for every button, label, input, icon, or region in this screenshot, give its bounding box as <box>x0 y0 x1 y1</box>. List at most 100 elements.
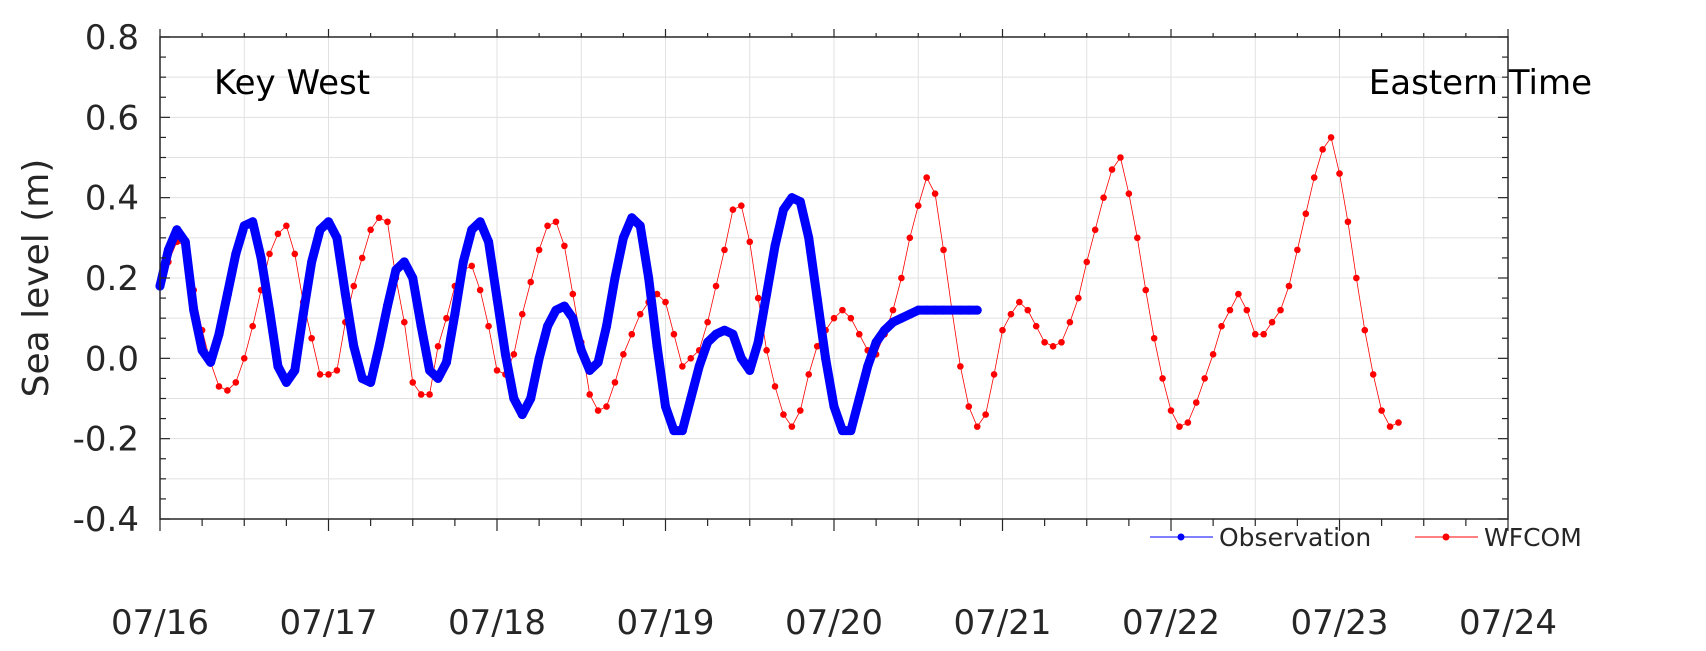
observation-point <box>433 373 443 383</box>
observation-point <box>947 305 957 315</box>
observation-point <box>854 394 864 403</box>
wfcom-point <box>443 314 450 322</box>
wfcom-point <box>510 351 518 358</box>
axes: 0.8 0.6 0.4 0.2 0.0 -0.2 -0.4 07/16 07/17 07/18 07… <box>73 18 1557 643</box>
wfcom-point <box>813 342 821 350</box>
wfcom-point <box>1032 322 1040 330</box>
observation-point <box>172 225 182 235</box>
wfcom-point <box>1058 338 1065 346</box>
wfcom-point <box>1108 166 1116 173</box>
observation-point <box>939 305 949 315</box>
wfcom-point <box>1336 170 1343 177</box>
wfcom-point <box>476 286 484 294</box>
observation-point <box>728 329 738 339</box>
wfcom-point <box>1378 407 1385 414</box>
observation-point <box>357 373 367 383</box>
x-tick-label: 07/24 <box>1459 603 1557 643</box>
observation-point <box>543 321 553 331</box>
observation-point <box>441 357 451 367</box>
observation-point <box>795 197 805 207</box>
wfcom-point <box>358 254 366 262</box>
observation-point <box>593 357 603 367</box>
wfcom-point <box>1016 298 1023 306</box>
wfcom-point <box>1075 294 1082 302</box>
observation-point <box>450 309 460 319</box>
observation-point <box>281 377 291 387</box>
wfcom-point <box>914 202 922 209</box>
wfcom-point <box>594 407 602 414</box>
observation-point <box>391 265 401 275</box>
wfcom-point <box>308 334 315 342</box>
wfcom-point <box>889 306 897 314</box>
y-tick-label: -0.4 <box>73 500 139 540</box>
wfcom-point <box>965 403 973 410</box>
observation-point <box>837 426 847 436</box>
wfcom-point <box>283 222 290 230</box>
observation-point <box>526 394 536 403</box>
observation-point <box>256 253 266 263</box>
wfcom-point <box>1294 246 1301 254</box>
wfcom-point <box>1066 318 1074 326</box>
observation-point <box>753 337 763 347</box>
wfcom-point <box>906 234 914 242</box>
observation-point <box>382 301 392 311</box>
wfcom-point <box>1277 306 1284 314</box>
observation-point <box>189 305 199 315</box>
wfcom-point <box>611 379 619 386</box>
wfcom-point <box>973 423 981 430</box>
observation-point <box>559 301 569 311</box>
observation-point <box>551 305 561 315</box>
wfcom-point <box>493 367 501 374</box>
observation-point <box>669 426 679 436</box>
observation-point <box>829 402 839 412</box>
x-tick-label: 07/17 <box>280 603 378 643</box>
wfcom-point <box>384 218 391 226</box>
wfcom-point <box>830 314 838 322</box>
wfcom-point <box>1184 419 1192 426</box>
observation-point <box>736 353 746 363</box>
observation-point <box>399 257 409 267</box>
wfcom-point <box>999 326 1006 334</box>
x-tick-label: 07/19 <box>617 603 715 643</box>
wfcom-point <box>620 351 627 358</box>
wfcom-point <box>249 322 256 330</box>
observation-point <box>180 237 190 247</box>
observation-point <box>652 341 662 351</box>
wfcom-point <box>569 290 577 298</box>
wfcom-point <box>763 347 770 354</box>
wfcom-point <box>1235 290 1242 298</box>
wfcom-point <box>687 355 695 362</box>
wfcom-point <box>1226 306 1234 314</box>
wfcom-point <box>291 250 299 258</box>
wfcom-line <box>159 136 1399 428</box>
observation-point <box>711 329 721 339</box>
wfcom-point <box>729 206 737 214</box>
x-tick-label: 07/21 <box>954 603 1052 643</box>
observation-point <box>214 329 224 339</box>
y-tick-label: -0.2 <box>73 420 139 460</box>
wfcom-point <box>1327 134 1335 141</box>
observation-point <box>804 233 814 243</box>
wfcom-point <box>1024 306 1032 314</box>
observation-point <box>500 349 510 359</box>
wfcom-point <box>527 278 534 286</box>
wfcom-point <box>333 367 341 374</box>
wfcom-point <box>1049 342 1057 350</box>
wfcom-point <box>1134 234 1141 242</box>
observation-point <box>821 353 831 363</box>
wfcom-point <box>426 391 433 398</box>
observation-point <box>324 217 333 227</box>
observation-point <box>787 193 797 203</box>
wfcom-point <box>1091 226 1099 234</box>
wfcom-point <box>1007 310 1015 318</box>
wfcom-point <box>628 330 636 338</box>
wfcom-point <box>409 379 417 386</box>
wfcom-point <box>215 383 223 390</box>
observation-point <box>635 221 645 231</box>
observation-point <box>812 293 822 303</box>
wfcom-point <box>662 298 669 306</box>
observation-point <box>315 225 325 235</box>
observation-point <box>896 313 906 323</box>
observation-point <box>467 225 477 235</box>
wfcom-point <box>746 238 754 246</box>
